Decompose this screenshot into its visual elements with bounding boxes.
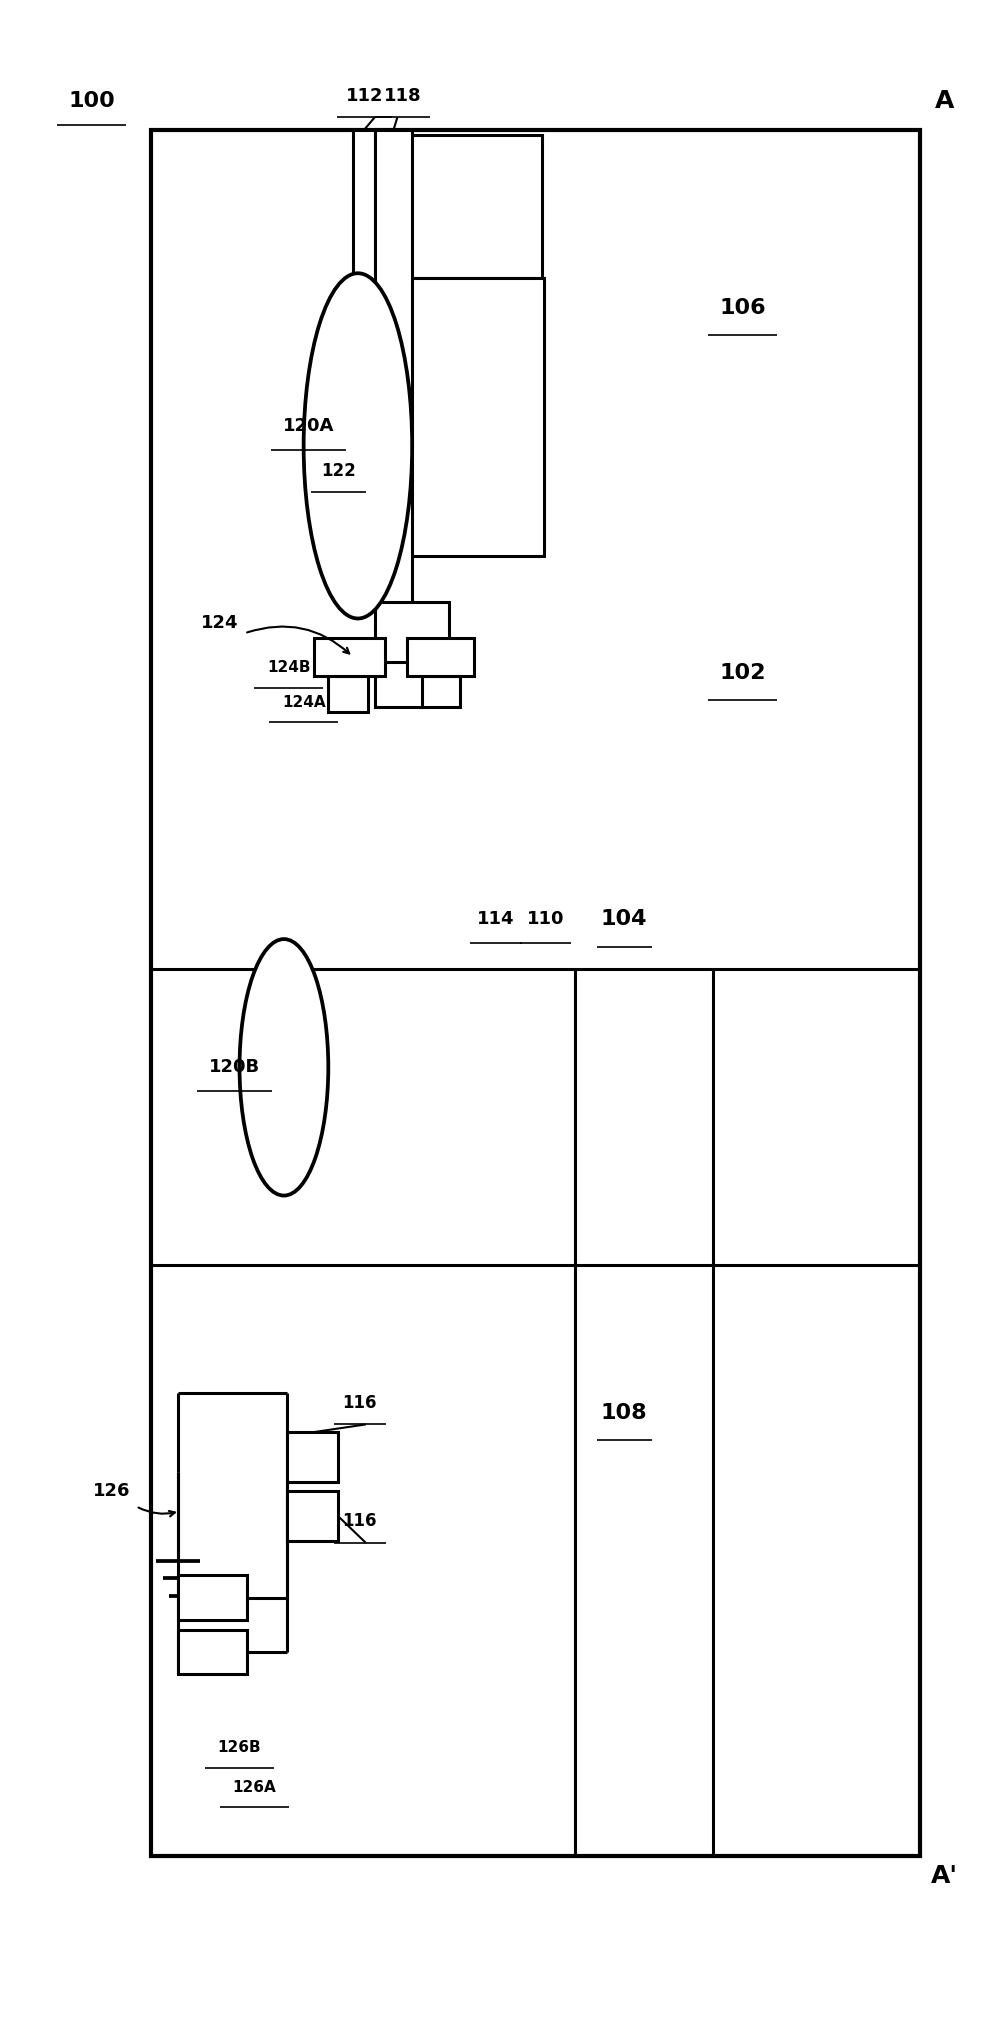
Text: 104: 104 — [601, 910, 648, 928]
Text: 120A: 120A — [283, 417, 334, 436]
Bar — [353, 130, 375, 605]
Bar — [313, 637, 385, 676]
Text: 108: 108 — [601, 1403, 648, 1423]
Ellipse shape — [239, 939, 328, 1195]
Text: 118: 118 — [384, 88, 421, 104]
Text: 106: 106 — [719, 297, 766, 318]
Text: 126B: 126B — [217, 1741, 261, 1755]
Text: 102: 102 — [719, 664, 766, 682]
Bar — [375, 134, 543, 279]
Text: 126: 126 — [92, 1482, 130, 1501]
Bar — [408, 637, 474, 676]
Text: 100: 100 — [68, 92, 115, 110]
Text: 110: 110 — [527, 910, 564, 928]
Text: 126A: 126A — [232, 1779, 276, 1796]
Ellipse shape — [304, 273, 412, 619]
Text: A': A' — [931, 1865, 958, 1887]
Bar — [411, 279, 545, 556]
Bar — [375, 603, 448, 664]
Bar — [151, 130, 921, 1857]
Text: 116: 116 — [342, 1395, 377, 1411]
Bar — [422, 676, 459, 706]
Text: 122: 122 — [320, 462, 355, 480]
Text: 116: 116 — [342, 1513, 377, 1531]
Text: 124A: 124A — [282, 694, 325, 711]
Text: 124B: 124B — [267, 660, 310, 676]
Bar — [179, 1576, 247, 1621]
Text: A: A — [935, 90, 954, 112]
Text: 114: 114 — [477, 910, 515, 928]
Bar — [179, 1629, 247, 1674]
Bar — [328, 676, 368, 713]
Bar — [375, 662, 426, 706]
Bar — [375, 130, 412, 605]
Text: 112: 112 — [346, 88, 384, 104]
Bar — [287, 1492, 338, 1541]
Bar — [287, 1431, 338, 1482]
Text: 124: 124 — [201, 615, 238, 633]
Text: 120B: 120B — [209, 1059, 260, 1077]
